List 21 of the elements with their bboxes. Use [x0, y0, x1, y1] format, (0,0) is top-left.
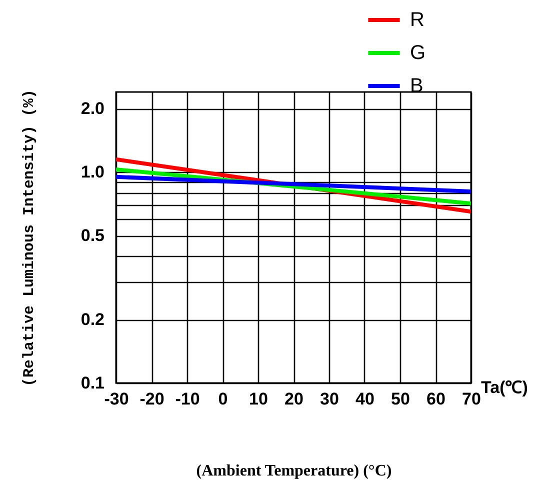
legend-label: R — [410, 9, 424, 31]
y-tick-label: 0.2 — [80, 310, 104, 330]
y-tick-label: 0.1 — [80, 374, 104, 392]
x-tick-label: 30 — [320, 390, 339, 408]
text: Ta(℃) — [481, 378, 528, 397]
y-axis-title: (Relative Luminous Intensity) (%) — [20, 89, 38, 387]
x-tick-label: 20 — [284, 390, 304, 408]
x-tick-label: 70 — [462, 390, 481, 408]
x-tick-label: 40 — [356, 390, 374, 408]
x-tick-label: 50 — [391, 390, 410, 408]
x-tick-label: 60 — [426, 390, 446, 408]
y-tick-label: 1.0 — [80, 162, 104, 182]
x-axis-title: (Ambient Temperature) (°C) — [196, 462, 392, 480]
x-tick-label: 0 — [218, 390, 228, 408]
y-tick-label: 0.5 — [80, 226, 104, 246]
legend-label: G — [410, 42, 426, 64]
y-tick-label: 2.0 — [80, 99, 104, 118]
x-tick-label: -30 — [104, 390, 129, 408]
x-tick-label: -10 — [175, 390, 200, 408]
x-tick-label: -20 — [140, 390, 164, 408]
x-tick-label: 10 — [249, 390, 268, 408]
